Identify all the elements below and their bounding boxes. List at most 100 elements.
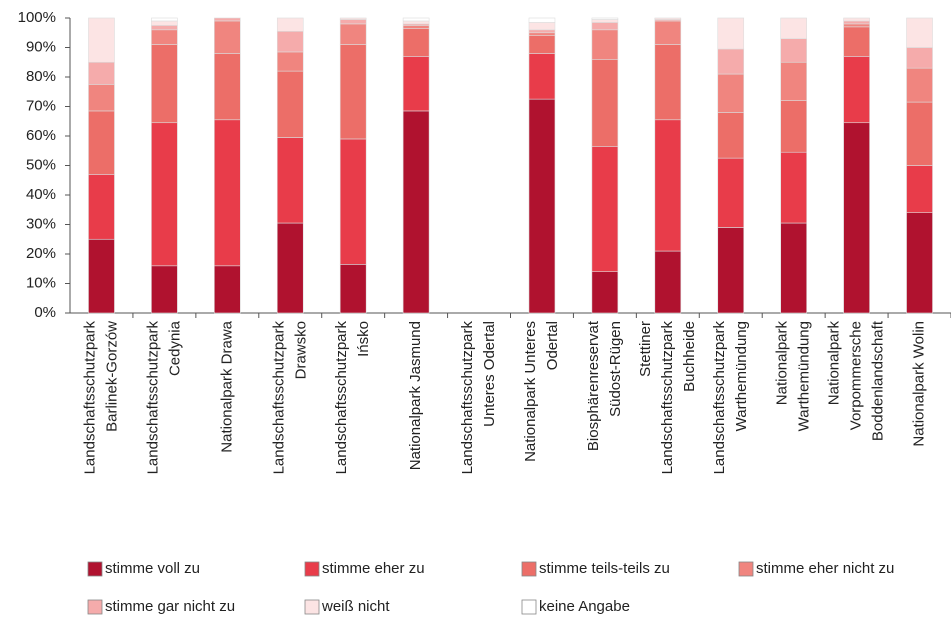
bar-segment	[780, 100, 807, 153]
bar-segment	[780, 151, 807, 224]
legend-label: stimme gar nicht zu	[105, 598, 235, 615]
bar-segment	[906, 47, 933, 69]
bar-segment	[591, 146, 619, 272]
bar-segment	[151, 122, 178, 267]
bar-segment	[591, 29, 619, 60]
bar-segment	[843, 23, 870, 28]
x-tick-label: Landschaftsschutzpark Cedynia	[144, 320, 183, 474]
bar-segment	[339, 19, 367, 25]
bar-segment	[654, 17, 682, 20]
bar-segment	[843, 17, 870, 22]
bar-segment	[276, 17, 304, 32]
legend-label: weiß nicht	[321, 598, 390, 615]
bar-segment	[654, 119, 682, 252]
legend-label: stimme eher zu	[322, 560, 425, 577]
bar-segment	[214, 20, 241, 54]
bar-segment	[214, 17, 241, 22]
bar-segment	[843, 26, 870, 57]
bar-segment	[591, 58, 619, 147]
bar-segment	[151, 265, 178, 314]
bar-segment	[591, 17, 619, 20]
bar-segment	[528, 53, 556, 100]
bar-segment	[528, 98, 556, 314]
bar-segment	[717, 157, 745, 228]
bar-segment	[402, 20, 430, 25]
legend-label: stimme eher nicht zu	[756, 560, 894, 577]
x-tick-label: Nationalpark Wolin	[911, 321, 928, 447]
bar-segment	[88, 110, 115, 175]
legend-label: keine Angabe	[539, 598, 630, 615]
x-tick-label: Landschaftsschutzpark Drawsko	[270, 321, 309, 475]
y-tick-label: 90%	[26, 38, 56, 55]
bar-segment	[780, 17, 807, 39]
bar-segment	[591, 19, 619, 23]
legend-label: stimme teils-teils zu	[539, 560, 670, 577]
x-tick-label: Landschaftsschutzpark Unteres Odertal	[459, 321, 498, 475]
bar-segment	[88, 61, 115, 85]
bar-segment	[402, 56, 430, 112]
bar-segment	[717, 227, 745, 314]
x-tick-label: Landschaftsschutzpark Barlinek-Gorzów	[81, 321, 120, 475]
bar-segment	[528, 32, 556, 36]
bar-segment	[88, 238, 115, 314]
y-tick-label: 100%	[18, 9, 56, 26]
bar-segment	[276, 222, 304, 314]
bar-segment	[906, 67, 933, 103]
x-tick-label: Nationalpark Jasmund	[407, 321, 424, 470]
bar-segment	[276, 70, 304, 138]
x-tick-label: Nationalpark Unteres Odertal	[522, 321, 561, 462]
y-tick-label: 40%	[26, 186, 56, 203]
bar-segment	[151, 17, 178, 22]
bar-segment	[843, 56, 870, 124]
bar-segment	[151, 44, 178, 124]
legend-swatch	[87, 599, 103, 615]
bar-segment	[591, 22, 619, 31]
legend-swatch	[304, 599, 320, 615]
bar-segment	[339, 23, 367, 45]
x-tick-label: Stettiner Landschaftsschutzpark Buchheide	[637, 321, 698, 475]
bar-segment	[843, 20, 870, 25]
y-tick-label: 50%	[26, 156, 56, 173]
legend-swatch	[738, 561, 754, 577]
bar-segment	[276, 30, 304, 53]
bar-segment	[339, 138, 367, 265]
y-tick-label: 60%	[26, 127, 56, 144]
y-tick-label: 80%	[26, 68, 56, 85]
legend-swatch	[521, 561, 537, 577]
bar-segment	[528, 35, 556, 54]
bar-segment	[88, 174, 115, 240]
legend-swatch	[521, 599, 537, 615]
bar-segment	[843, 122, 870, 314]
bar-segment	[654, 250, 682, 314]
bar-segment	[528, 29, 556, 34]
bar-segment	[906, 165, 933, 214]
bar-segment	[528, 17, 556, 23]
bar-segment	[151, 25, 178, 31]
bar-segment	[276, 137, 304, 224]
bar-segment	[780, 38, 807, 63]
bar-segment	[151, 29, 178, 45]
bar-segment	[339, 17, 367, 20]
legend-swatch	[87, 561, 103, 577]
bar-segment	[214, 53, 241, 121]
bar-segment	[906, 212, 933, 314]
x-tick-label: Nationalpark Drawa	[218, 320, 235, 452]
bar-segment	[906, 17, 933, 48]
bar-segment	[214, 265, 241, 314]
legend-swatch	[304, 561, 320, 577]
x-tick-label: Nationalpark Warthemündung	[774, 321, 813, 432]
bar-segment	[654, 44, 682, 121]
bar-segment	[339, 264, 367, 314]
bar-segment	[654, 20, 682, 45]
bar-segment	[780, 222, 807, 314]
bar-segment	[717, 73, 745, 113]
bar-segment	[402, 110, 430, 314]
y-tick-label: 10%	[26, 274, 56, 291]
x-tick-label: Landschaftsschutzpark Warthemündung	[711, 321, 750, 475]
bar-segment	[151, 20, 178, 26]
bar-segment	[591, 271, 619, 314]
bar-segment	[88, 84, 115, 112]
bar-segment	[402, 17, 430, 22]
bar-segment	[906, 101, 933, 166]
